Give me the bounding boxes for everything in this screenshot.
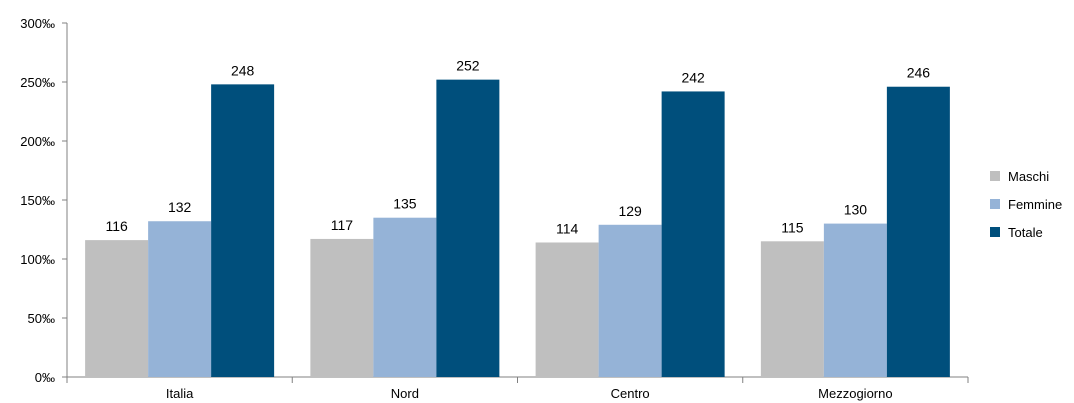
y-tick-label: 150‰: [20, 193, 55, 208]
bar-femmine-mezzogiorno: [823, 223, 887, 377]
x-tick-label: Italia: [166, 386, 194, 401]
bar-maschi-centro: [535, 242, 599, 377]
y-tick-label: 0‰: [35, 370, 55, 385]
bar-femmine-centro: [598, 224, 662, 377]
y-tick-label: 200‰: [20, 134, 55, 149]
data-label: 115: [781, 219, 804, 235]
bar-totale-centro: [661, 91, 725, 377]
legend: Maschi Femmine Totale: [990, 169, 1062, 240]
bar-totale-mezzogiorno: [886, 86, 950, 377]
data-label: 114: [556, 220, 579, 236]
data-label: 135: [393, 196, 417, 212]
data-label: 129: [618, 203, 642, 219]
legend-label-maschi: Maschi: [1008, 169, 1049, 184]
data-label: 116: [105, 218, 128, 234]
bar-maschi-mezzogiorno: [760, 241, 824, 377]
y-axis: 0‰ 50‰ 100‰ 150‰ 200‰ 250‰ 300‰: [20, 16, 68, 385]
bar-femmine-nord: [373, 217, 437, 377]
legend-label-femmine: Femmine: [1008, 197, 1062, 212]
bar-totale-nord: [436, 79, 500, 377]
data-label: 252: [456, 58, 480, 74]
data-label: 246: [907, 65, 931, 81]
bar-totale-italia: [211, 84, 275, 378]
y-tick-label: 100‰: [20, 252, 55, 267]
x-tick-label: Mezzogiorno: [818, 386, 892, 401]
x-tick-label: Nord: [391, 386, 419, 401]
data-label: 132: [168, 199, 192, 215]
data-label: 242: [681, 69, 705, 85]
y-tick-label: 250‰: [20, 75, 55, 90]
data-label: 130: [844, 202, 868, 218]
bar-maschi-italia: [85, 240, 149, 377]
legend-label-totale: Totale: [1008, 225, 1043, 240]
data-label: 117: [331, 217, 354, 233]
legend-swatch-maschi: [990, 171, 1000, 181]
bars: [85, 79, 950, 378]
x-tick-label: Centro: [611, 386, 650, 401]
y-tick-label: 50‰: [28, 311, 55, 326]
x-axis: Italia Nord Centro Mezzogiorno: [66, 376, 969, 401]
y-tick-label: 300‰: [20, 16, 55, 31]
legend-swatch-femmine: [990, 199, 1000, 209]
bar-femmine-italia: [148, 221, 212, 377]
legend-swatch-totale: [990, 227, 1000, 237]
data-labels: 116 132 248 117 135 252 114 129 242 115 130 246: [105, 58, 930, 237]
bar-maschi-nord: [310, 238, 374, 377]
data-label: 248: [231, 62, 255, 78]
